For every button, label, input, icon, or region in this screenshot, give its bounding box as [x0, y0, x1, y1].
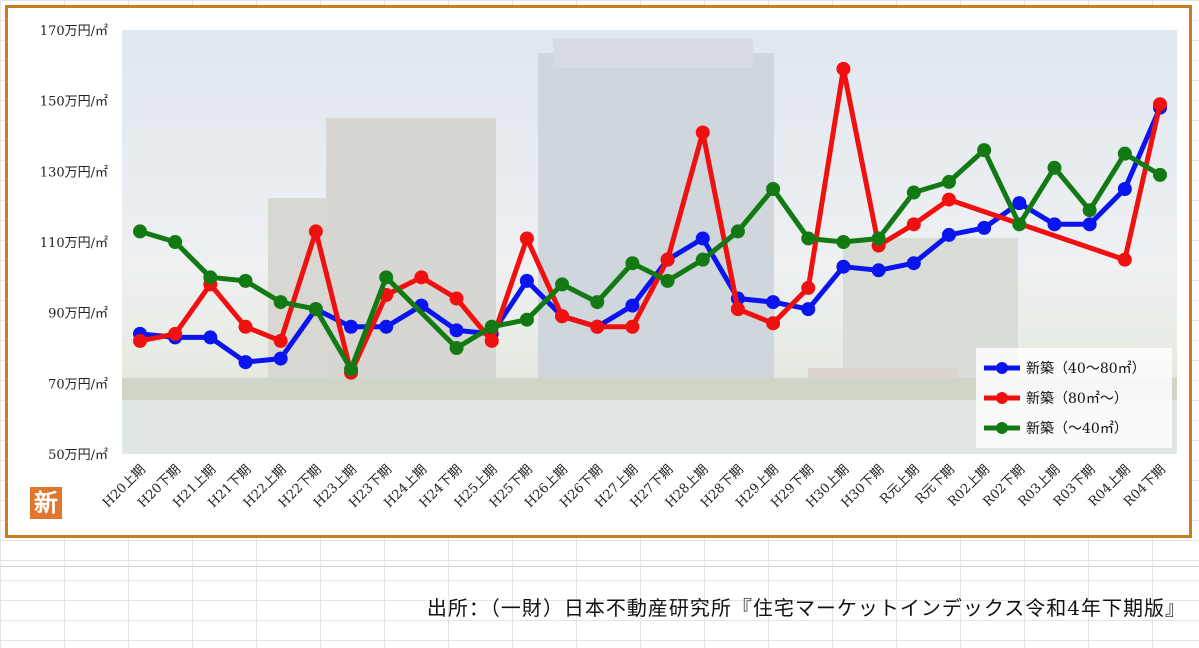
data-point — [484, 333, 499, 348]
data-point — [590, 295, 605, 310]
data-point — [344, 319, 359, 334]
data-point — [273, 351, 288, 366]
series-line-1 — [137, 105, 1163, 365]
data-point — [660, 252, 675, 267]
data-point — [519, 273, 534, 288]
legend-swatch-marker — [996, 392, 1008, 404]
y-tick-label: 130万円/㎡ — [40, 165, 108, 180]
data-point — [766, 295, 781, 310]
data-point — [836, 259, 851, 274]
y-tick-label: 70万円/㎡ — [48, 377, 108, 392]
data-point — [590, 319, 605, 334]
data-point — [660, 273, 675, 288]
x-axis-ticks: H20上期H20下期H21上期H21下期H22上期H22下期H23上期H23下期… — [100, 462, 1169, 511]
data-point — [977, 143, 992, 158]
data-point — [1082, 203, 1097, 218]
y-tick-label: 90万円/㎡ — [48, 307, 108, 322]
data-point — [1012, 217, 1027, 232]
data-point — [766, 182, 781, 196]
data-point — [1153, 167, 1167, 182]
data-point — [730, 302, 745, 317]
data-point — [1117, 252, 1132, 267]
series-lines — [133, 61, 1167, 380]
legend-swatch-marker — [996, 362, 1008, 374]
data-point — [1012, 196, 1027, 211]
data-point — [168, 235, 183, 249]
data-point — [1117, 146, 1132, 161]
data-point — [1153, 97, 1167, 112]
legend-label: 新築（～40㎡） — [1026, 421, 1128, 437]
data-point — [766, 316, 781, 331]
data-point — [133, 333, 147, 348]
legend: 新築（40～80㎡） 新築（80㎡～） 新築（～40㎡） — [976, 348, 1172, 448]
data-point — [308, 224, 323, 239]
data-point — [941, 227, 956, 242]
data-point — [344, 362, 359, 377]
data-point — [836, 61, 851, 76]
y-axis-ticks: 50万円/㎡ 70万円/㎡ 90万円/㎡ 110万円/㎡ 130万円/㎡ 150万円/㎡ 1… — [40, 24, 108, 463]
data-point — [1047, 217, 1062, 232]
y-tick-label: 170万円/㎡ — [40, 24, 108, 39]
data-point — [414, 270, 429, 285]
data-point — [133, 224, 147, 239]
data-point — [941, 192, 956, 207]
data-point — [871, 263, 886, 278]
data-point — [625, 319, 640, 334]
data-point — [941, 174, 956, 189]
data-point — [625, 298, 640, 313]
data-point — [484, 319, 499, 334]
legend-label: 新築（80㎡～） — [1026, 391, 1128, 407]
legend-swatch-marker — [996, 422, 1008, 434]
data-point — [1082, 217, 1097, 232]
data-point — [379, 319, 394, 334]
data-point — [871, 231, 886, 246]
divider — [0, 566, 1199, 567]
data-point — [730, 224, 745, 239]
data-point — [555, 309, 570, 324]
data-point — [1047, 160, 1062, 175]
new-badge: 新 — [30, 487, 62, 519]
data-point — [977, 220, 992, 235]
data-point — [695, 125, 710, 140]
data-point — [238, 355, 253, 370]
data-point — [801, 302, 816, 317]
data-point — [238, 319, 253, 334]
y-tick-label: 110万円/㎡ — [40, 236, 108, 251]
data-point — [203, 270, 218, 285]
y-tick-label: 150万円/㎡ — [40, 95, 108, 110]
data-point — [449, 323, 464, 338]
series-line-2 — [137, 66, 1163, 376]
data-point — [906, 256, 921, 271]
data-point — [695, 231, 710, 246]
source-caption: 出所：（一財）日本不動産研究所『住宅マーケットインデックス令和4年下期版』 — [426, 596, 1186, 620]
data-point — [555, 277, 570, 292]
data-point — [519, 312, 534, 327]
data-point — [519, 231, 534, 246]
data-point — [238, 273, 253, 288]
background-photo — [122, 30, 1177, 454]
data-point — [801, 280, 816, 295]
data-point — [1117, 182, 1132, 196]
data-point — [168, 326, 183, 341]
data-point — [449, 341, 464, 355]
data-point — [273, 333, 288, 348]
data-point — [273, 295, 288, 310]
chart-frame: 50万円/㎡ 70万円/㎡ 90万円/㎡ 110万円/㎡ 130万円/㎡ 150万円/㎡ 1… — [5, 5, 1192, 538]
data-point — [836, 235, 851, 249]
data-point — [695, 252, 710, 267]
data-point — [625, 256, 640, 271]
data-point — [379, 270, 394, 285]
legend-label: 新築（40～80㎡） — [1026, 361, 1146, 377]
data-point — [906, 217, 921, 232]
data-point — [449, 291, 464, 306]
y-tick-label: 50万円/㎡ — [48, 448, 108, 463]
data-point — [801, 231, 816, 246]
data-point — [906, 185, 921, 200]
data-point — [203, 330, 218, 345]
data-point — [308, 302, 323, 317]
line-chart: 50万円/㎡ 70万円/㎡ 90万円/㎡ 110万円/㎡ 130万円/㎡ 150万円/㎡ 1… — [40, 24, 1177, 511]
